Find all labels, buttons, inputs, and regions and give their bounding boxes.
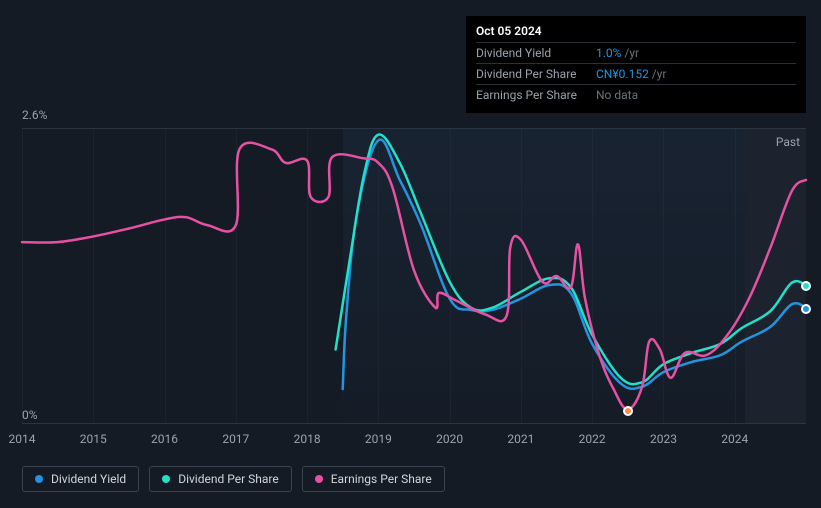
- legend-item-dividend_yield[interactable]: Dividend Yield: [22, 466, 139, 492]
- tooltip-row-label: Dividend Per Share: [476, 67, 596, 81]
- series-low-marker-earnings_per_share: [623, 406, 633, 416]
- legend-item-dividend_per_share[interactable]: Dividend Per Share: [149, 466, 292, 492]
- tooltip-panel: Oct 05 2024 Dividend Yield1.0% /yrDivide…: [466, 16, 806, 113]
- tooltip-row-label: Dividend Yield: [476, 46, 596, 60]
- x-axis-tick: 2024: [721, 432, 748, 446]
- x-axis-tick: 2016: [151, 432, 178, 446]
- legend: Dividend Yield Dividend Per Share Earnings…: [22, 466, 445, 492]
- legend-dot-icon: [162, 475, 170, 483]
- series-line-earnings_per_share: [22, 143, 806, 410]
- x-axis-tick: 2018: [294, 432, 321, 446]
- x-axis-tick: 2019: [365, 432, 392, 446]
- tooltip-row: Dividend Yield1.0% /yr: [476, 42, 796, 63]
- legend-item-label: Dividend Yield: [51, 472, 126, 486]
- series-end-marker-dividend_per_share: [801, 281, 811, 291]
- legend-item-label: Earnings Per Share: [331, 472, 432, 486]
- x-axis-tick: 2021: [507, 432, 534, 446]
- chart-lines-svg: [22, 129, 806, 423]
- x-axis-tick: 2017: [222, 432, 249, 446]
- chart-plot-area[interactable]: Past: [22, 128, 806, 424]
- x-axis-tick: 2022: [579, 432, 606, 446]
- x-axis-tick: 2015: [80, 432, 107, 446]
- tooltip-row: Dividend Per ShareCN¥0.152 /yr: [476, 63, 796, 84]
- legend-dot-icon: [315, 475, 323, 483]
- tooltip-row-label: Earnings Per Share: [476, 88, 596, 102]
- legend-item-label: Dividend Per Share: [178, 472, 279, 486]
- legend-dot-icon: [35, 475, 43, 483]
- tooltip-row-value: 1.0% /yr: [596, 46, 639, 60]
- x-axis-tick: 2020: [436, 432, 463, 446]
- legend-item-earnings_per_share[interactable]: Earnings Per Share: [302, 466, 445, 492]
- tooltip-row-value: CN¥0.152 /yr: [596, 67, 667, 81]
- tooltip-date: Oct 05 2024: [476, 24, 796, 42]
- series-end-marker-dividend_yield: [801, 304, 811, 314]
- x-axis-tick: 2014: [9, 432, 36, 446]
- x-axis: 2014201520162017201820192020202120222023…: [22, 432, 806, 448]
- tooltip-row: Earnings Per ShareNo data: [476, 84, 796, 105]
- tooltip-row-value: No data: [596, 88, 638, 102]
- y-axis-max-label: 2.6%: [22, 108, 47, 122]
- x-axis-tick: 2023: [650, 432, 677, 446]
